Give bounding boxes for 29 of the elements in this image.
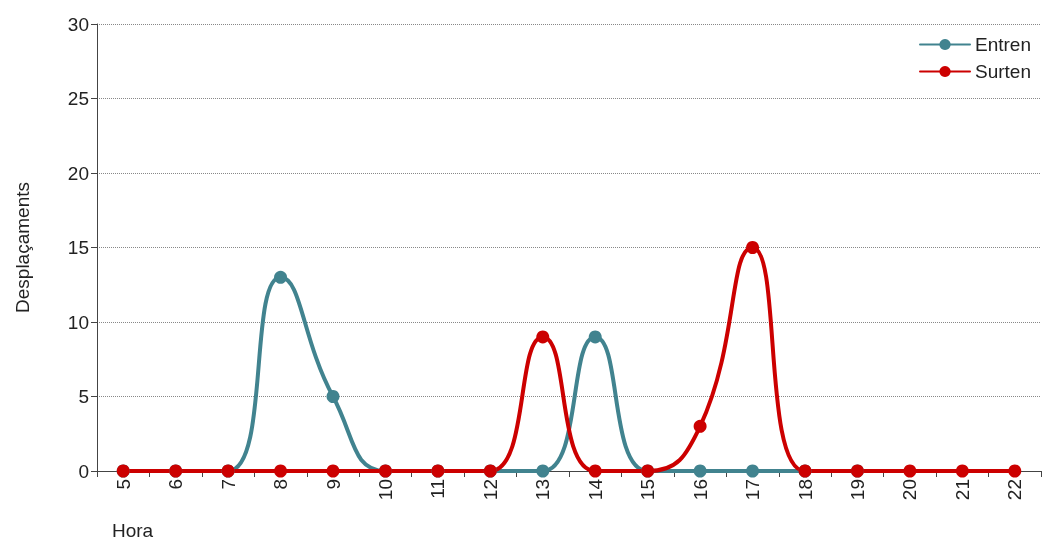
y-tick-label: 0	[78, 460, 89, 482]
y-axis-title: Desplaçaments	[12, 182, 33, 313]
y-tick-label: 25	[67, 88, 89, 109]
x-tick-label: 18	[794, 479, 816, 501]
y-tick-label: 20	[67, 162, 89, 184]
x-tick-label: 7	[217, 479, 239, 490]
x-tick-label: 11	[427, 479, 449, 499]
x-tick-label: 22	[1004, 479, 1026, 501]
x-tick-label: 10	[374, 479, 396, 501]
x-tick-label: 9	[322, 479, 344, 490]
x-axis-title: Hora	[112, 520, 154, 540]
x-tick-label: 13	[532, 479, 554, 501]
x-tick-label: 14	[584, 478, 606, 501]
y-tick-label: 30	[67, 13, 89, 35]
x-tick-label: 6	[165, 479, 187, 490]
x-tick-label: 12	[479, 479, 501, 501]
legend-label: Surten	[975, 61, 1031, 82]
x-tick-label: 21	[951, 479, 973, 501]
x-tick-label: 19	[846, 479, 868, 501]
x-tick-label: 16	[689, 479, 711, 501]
y-tick-label: 10	[67, 311, 89, 333]
x-tick-label: 17	[742, 479, 764, 501]
x-tick-label: 5	[112, 479, 134, 490]
legend-label: Entren	[975, 34, 1031, 55]
x-tick-label: 15	[637, 479, 659, 501]
y-tick-label: 5	[78, 386, 89, 407]
x-tick-label: 20	[899, 479, 921, 501]
y-tick-label: 15	[67, 237, 89, 258]
x-tick-label: 8	[270, 479, 292, 490]
